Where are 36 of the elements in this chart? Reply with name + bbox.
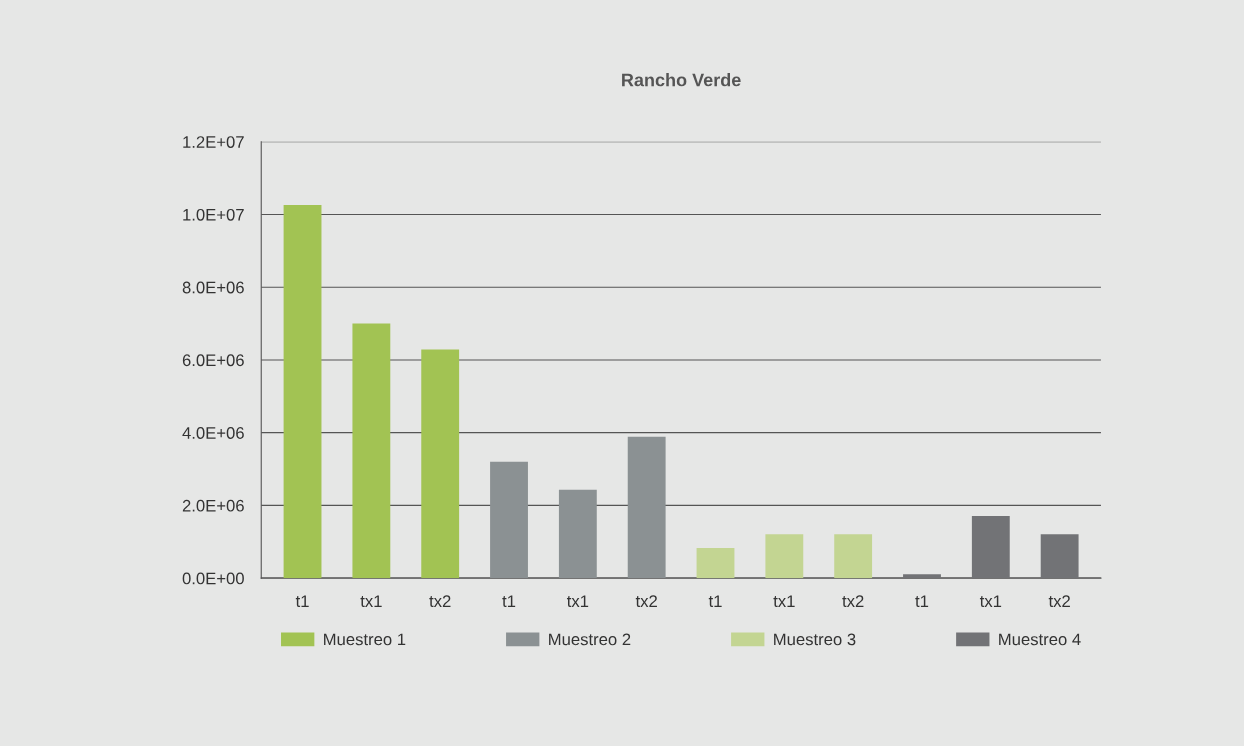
x-tick-label: t1 — [915, 595, 929, 608]
y-tick-label: 4.0E+06 — [182, 427, 244, 439]
bar — [558, 489, 597, 579]
bar — [352, 323, 391, 579]
x-tick-label: t1 — [295, 595, 309, 608]
bar — [1040, 534, 1079, 579]
legend-label: Muestreo 4 — [999, 633, 1081, 646]
x-tick-label: tx2 — [1048, 595, 1070, 608]
x-tick-label: tx1 — [566, 595, 589, 608]
legend-label: Muestreo 3 — [774, 633, 856, 646]
bar — [696, 547, 735, 579]
chart-title: Rancho Verde — [622, 73, 741, 87]
y-tick-label: 0.0E+00 — [182, 572, 244, 585]
bar — [765, 534, 804, 579]
x-tick-label: t1 — [502, 595, 516, 608]
x-tick-label: t1 — [708, 595, 722, 608]
legend-label: Muestreo 1 — [324, 633, 406, 646]
y-tick-label: 6.0E+06 — [182, 354, 244, 367]
y-tick-label: 1.2E+07 — [183, 136, 244, 148]
bar — [971, 515, 1010, 579]
bar — [421, 349, 460, 579]
x-tick-label: tx1 — [979, 595, 1002, 608]
bar — [903, 574, 941, 579]
y-tick-label: 2.0E+06 — [182, 499, 244, 512]
x-tick-label: tx2 — [842, 595, 864, 608]
bar — [490, 461, 528, 579]
bar — [834, 534, 873, 579]
bar — [627, 436, 666, 579]
y-tick-label: 8.0E+06 — [182, 281, 244, 294]
x-tick-label: tx1 — [360, 595, 382, 608]
x-tick-label: tx2 — [429, 595, 451, 608]
x-tick-label: tx2 — [635, 595, 657, 608]
bar — [283, 205, 322, 579]
x-tick-label: tx1 — [773, 595, 795, 608]
y-tick-label: 1.0E+07 — [183, 208, 244, 221]
legend-label: Muestreo 2 — [549, 633, 631, 646]
